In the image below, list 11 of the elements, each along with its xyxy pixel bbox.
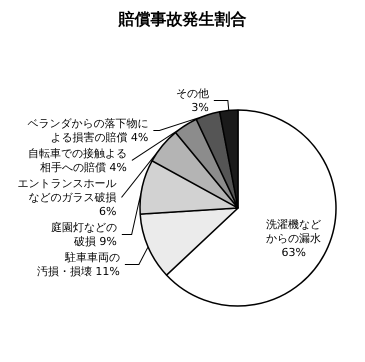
- slice-label: 庭園灯などの破損 9%: [50, 220, 117, 248]
- data-label: 63%: [281, 246, 306, 260]
- slice-label: 駐車車両の汚損・損壊 11%: [36, 250, 120, 278]
- slice-label: エントランスホールなどのガラス破損: [18, 176, 117, 204]
- chart-title: 賠償事故発生割合: [118, 10, 246, 28]
- slice-label: ベランダからの落下物による損害の賠償 4%: [27, 116, 148, 144]
- data-label: 6%: [99, 204, 117, 218]
- slice-label: その他: [176, 86, 209, 100]
- slice-label: 自転車での接触よる相手への賠償 4%: [28, 146, 127, 174]
- slice-label: 洗濯機などからの漏水: [266, 218, 322, 246]
- data-label: 3%: [191, 100, 209, 114]
